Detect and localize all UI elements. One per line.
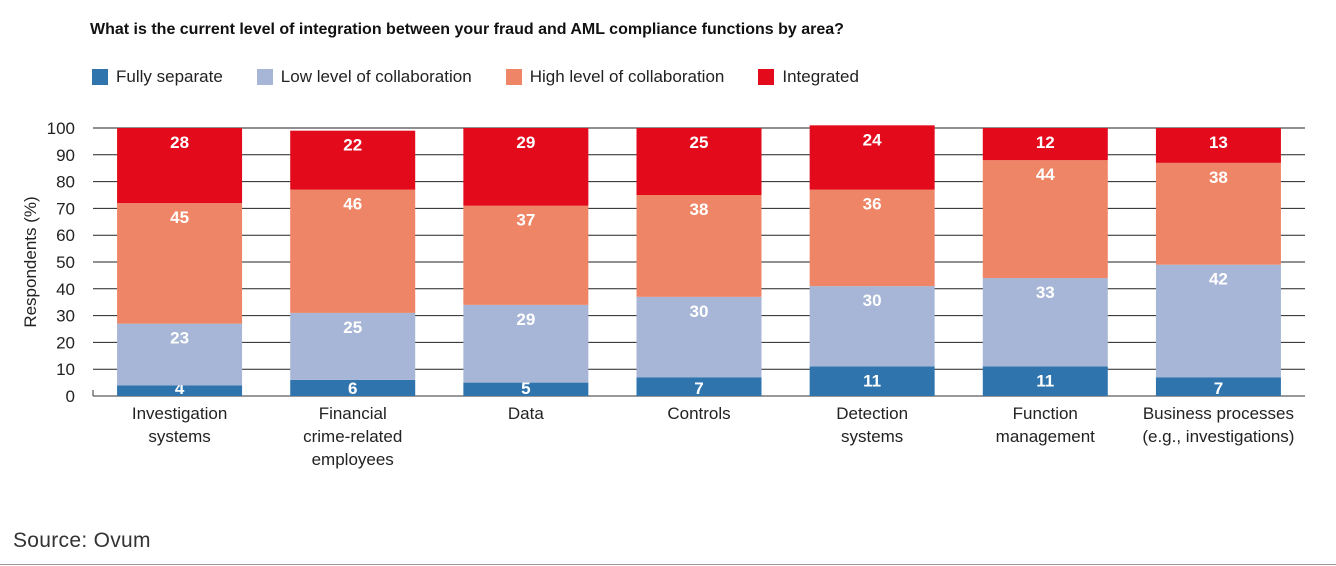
bar-segment — [117, 128, 243, 204]
data-label: 7 — [694, 379, 703, 398]
data-label: 46 — [343, 195, 362, 214]
data-label: 11 — [863, 372, 881, 391]
y-tick-label: 0 — [66, 387, 75, 406]
x-tick-label: Investigation — [132, 404, 227, 423]
x-tick-label: Business processes — [1143, 404, 1294, 423]
bar-segment — [463, 205, 589, 305]
legend-label: Integrated — [782, 67, 859, 86]
data-label: 37 — [516, 211, 535, 230]
data-label: 38 — [690, 200, 709, 219]
data-label: 23 — [170, 329, 189, 348]
legend-item: Fully separate — [92, 67, 223, 87]
y-tick-label: 60 — [56, 226, 75, 245]
data-label: 24 — [863, 130, 882, 149]
x-tick-label: systems — [841, 427, 903, 446]
y-tick-label: 70 — [56, 199, 75, 218]
data-label: 44 — [1036, 165, 1055, 184]
data-label: 22 — [343, 136, 362, 155]
data-label: 33 — [1036, 283, 1055, 302]
data-label: 28 — [170, 133, 189, 152]
x-tick-label: Financial — [319, 404, 387, 423]
x-tick-label: (e.g., investigations) — [1142, 427, 1294, 446]
bottom-divider — [0, 564, 1336, 565]
y-tick-label: 30 — [56, 307, 75, 326]
data-label: 30 — [690, 302, 709, 321]
bar-segment — [636, 195, 762, 297]
bar-segment — [1155, 162, 1281, 265]
legend-label: High level of collaboration — [529, 67, 725, 86]
data-label: 6 — [348, 379, 357, 398]
y-tick-label: 20 — [56, 333, 75, 352]
data-label: 38 — [1209, 168, 1228, 187]
data-label: 25 — [343, 318, 362, 337]
legend: Fully separate Low level of collaboration… — [92, 67, 859, 87]
data-label: 30 — [863, 291, 882, 310]
x-tick-label: Controls — [667, 404, 730, 423]
chart-title: What is the current level of integration… — [90, 21, 844, 38]
legend-label: Low level of collaboration — [280, 67, 472, 86]
data-label: 29 — [516, 310, 535, 329]
data-label: 7 — [1214, 379, 1223, 398]
bar-segment — [463, 304, 589, 383]
data-label: 25 — [690, 133, 709, 152]
bar-segment — [1155, 128, 1281, 163]
data-label: 45 — [170, 208, 189, 227]
bar-segment — [809, 125, 935, 190]
bar-segment — [809, 286, 935, 367]
data-label: 4 — [175, 379, 185, 398]
data-label: 12 — [1036, 133, 1055, 152]
y-tick-label: 10 — [56, 360, 75, 379]
y-tick-label: 50 — [56, 253, 75, 272]
data-label: 5 — [521, 379, 530, 398]
legend-swatch — [505, 69, 522, 85]
legend-swatch — [92, 69, 108, 85]
x-tick-label: systems — [148, 427, 210, 446]
bar-segment — [117, 203, 243, 324]
source-note: Source: Ovum — [13, 529, 151, 552]
bar-segment — [982, 160, 1108, 279]
data-label: 42 — [1209, 270, 1228, 289]
bar-segment — [463, 382, 589, 396]
data-label: 29 — [516, 133, 535, 152]
legend-item: Low level of collaboration — [256, 67, 472, 87]
bar-segment — [463, 128, 589, 206]
bar-segment — [982, 278, 1108, 367]
legend-swatch — [256, 69, 273, 85]
legend-item: High level of collaboration — [505, 67, 725, 87]
bar-segment — [290, 379, 416, 396]
bar-segment — [636, 128, 762, 195]
bar-segment — [636, 296, 762, 378]
bar-segment — [809, 366, 935, 396]
bar-segment — [1155, 377, 1281, 396]
x-tick-label: employees — [312, 450, 394, 469]
legend-label: Fully separate — [116, 67, 223, 86]
data-label: 13 — [1209, 133, 1228, 152]
data-label: 36 — [863, 195, 882, 214]
x-tick-label: crime-related — [303, 427, 402, 446]
bar-segment — [982, 128, 1108, 161]
bar-segment — [290, 312, 416, 380]
bar-segment — [117, 385, 243, 396]
bar-segment — [636, 377, 762, 396]
x-tick-label: management — [996, 427, 1096, 446]
x-tick-label: Detection — [836, 404, 908, 423]
y-tick-label: 80 — [56, 173, 75, 192]
bar-segment — [982, 366, 1108, 396]
y-tick-label: 90 — [56, 146, 75, 165]
y-tick-label: 40 — [56, 280, 75, 299]
y-axis-label: Respondents (%) — [21, 196, 40, 327]
legend-item: Integrated — [758, 67, 859, 87]
bar-segment — [117, 323, 243, 386]
y-tick-label: 100 — [47, 119, 75, 138]
bar-segment — [809, 189, 935, 287]
x-tick-label: Function — [1013, 404, 1078, 423]
bar-segment — [290, 189, 416, 313]
data-label: 11 — [1036, 372, 1054, 391]
bar-segment — [1155, 264, 1281, 378]
bar-segment — [290, 130, 416, 190]
legend-swatch — [758, 69, 775, 85]
x-tick-label: Data — [508, 404, 544, 423]
